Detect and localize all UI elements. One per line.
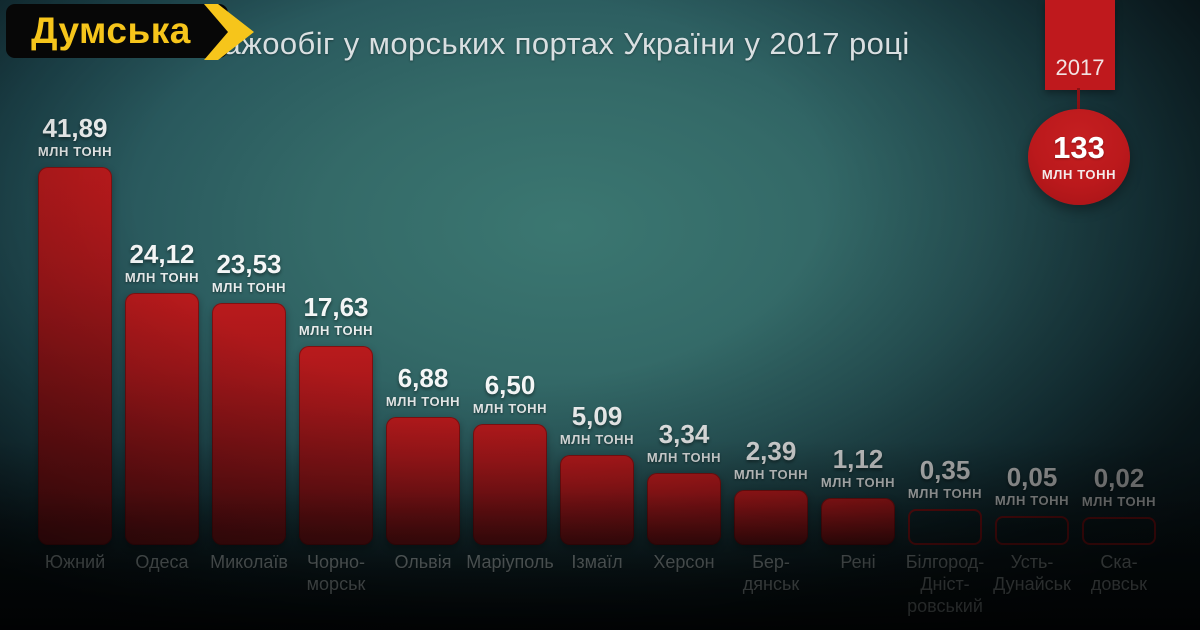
logo-text: Думська bbox=[31, 10, 191, 51]
chevron-right-icon bbox=[204, 4, 254, 60]
page-title: Вантажообіг у морських портах України у … bbox=[153, 26, 910, 61]
dumska-logo[interactable]: Думська bbox=[6, 2, 266, 62]
category-label: Ска-довськ bbox=[1090, 552, 1148, 594]
